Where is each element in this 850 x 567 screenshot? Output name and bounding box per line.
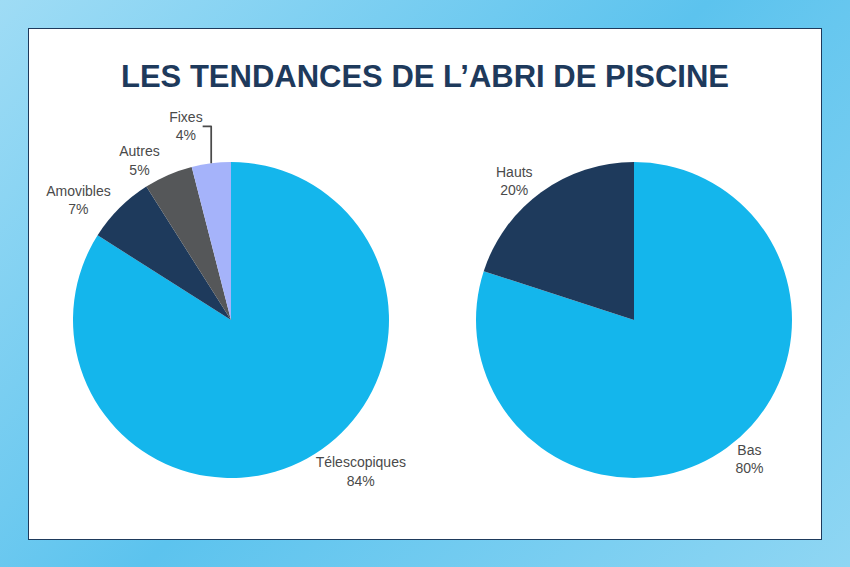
svg-text:LES TENDANCES DE L’ABRI DE PIS: LES TENDANCES DE L’ABRI DE PISCINE <box>121 59 729 94</box>
svg-text:Hauts20%: Hauts20% <box>496 164 533 198</box>
svg-text:Amovibles7%: Amovibles7% <box>46 183 111 217</box>
svg-text:Télescopiques84%: Télescopiques84% <box>316 454 406 488</box>
svg-text:Autres5%: Autres5% <box>119 143 159 177</box>
svg-text:Bas80%: Bas80% <box>735 442 763 476</box>
svg-text:Fixes4%: Fixes4% <box>169 109 202 143</box>
